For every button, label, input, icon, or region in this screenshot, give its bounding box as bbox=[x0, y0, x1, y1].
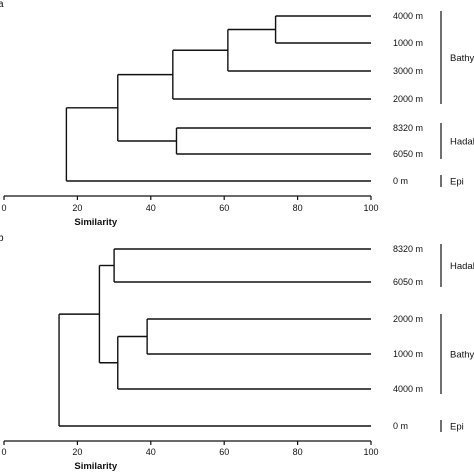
group-label: Hadal bbox=[450, 261, 474, 272]
group-label: Bathy bbox=[450, 350, 474, 361]
group-label: Epi bbox=[450, 422, 464, 433]
leaf-label: 6050 m bbox=[393, 277, 423, 287]
leaf-label: 2000 m bbox=[393, 94, 423, 104]
leaf-label: 4000 m bbox=[393, 11, 423, 21]
x-axis-title: Similarity bbox=[74, 217, 117, 228]
x-tick-label: 0 bbox=[1, 447, 6, 457]
leaf-label: 4000 m bbox=[393, 384, 423, 394]
x-tick-label: 100 bbox=[363, 203, 378, 213]
leaf-label: 8320 m bbox=[393, 244, 423, 254]
dendrogram-panel-b: b 8320 m 6050 m 2000 m 1000 m 4000 m 0 m Hadal B… bbox=[0, 233, 474, 472]
leaf-label: 8320 m bbox=[393, 123, 423, 133]
leaf-label: 1000 m bbox=[393, 38, 423, 48]
leaf-label: 3000 m bbox=[393, 66, 423, 76]
dendrogram-panel-a: a 4000 m 1000 m 3000 m 2000 m 8320 m 6050 m 0 m… bbox=[0, 0, 474, 228]
x-axis-title: Similarity bbox=[74, 461, 117, 472]
group-label: Epi bbox=[450, 177, 464, 188]
group-label: Bathy bbox=[450, 53, 474, 64]
panel-letter: b bbox=[0, 233, 4, 244]
leaf-label: 0 m bbox=[393, 176, 408, 186]
x-tick-label: 80 bbox=[293, 447, 303, 457]
leaf-label: 1000 m bbox=[393, 349, 423, 359]
leaf-label: 2000 m bbox=[393, 314, 423, 324]
group-label: Hadal bbox=[450, 137, 474, 148]
x-tick-label: 100 bbox=[363, 447, 378, 457]
x-tick-label: 60 bbox=[219, 447, 229, 457]
x-tick-label: 40 bbox=[146, 203, 156, 213]
x-tick-label: 20 bbox=[72, 447, 82, 457]
leaf-label: 6050 m bbox=[393, 149, 423, 159]
x-tick-label: 20 bbox=[72, 203, 82, 213]
x-tick-label: 80 bbox=[293, 203, 303, 213]
leaf-label: 0 m bbox=[393, 421, 408, 431]
x-tick-label: 0 bbox=[1, 203, 6, 213]
panel-letter: a bbox=[0, 0, 4, 10]
x-tick-label: 60 bbox=[219, 203, 229, 213]
x-tick-label: 40 bbox=[146, 447, 156, 457]
